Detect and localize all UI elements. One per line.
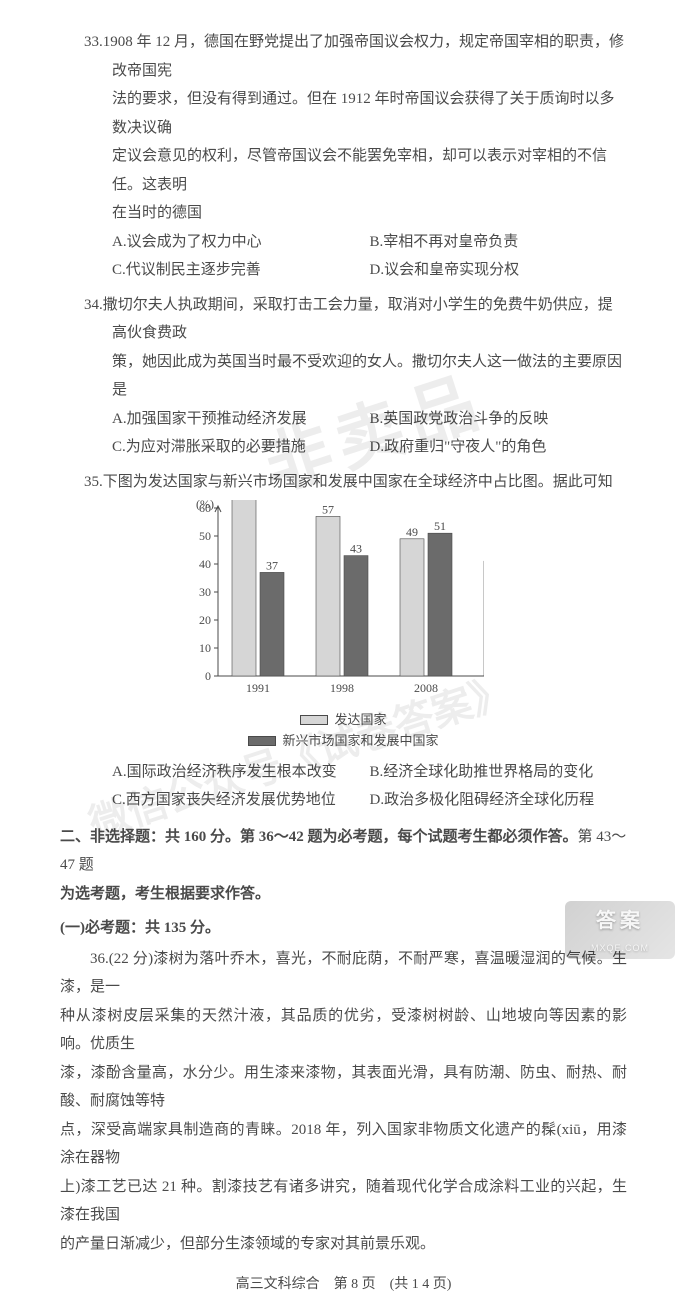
q33-stem-1: 法的要求，但没有得到通过。但在 1912 年时帝国议会获得了关于质询时以多数决议…	[60, 85, 627, 142]
q34-option-d: D.政府重归"守夜人"的角色	[370, 433, 628, 462]
svg-text:2008: 2008	[414, 681, 438, 695]
corner-badge: 答案 MXQE.COM	[565, 901, 675, 959]
q34-line1: 34.撒切尔夫人执政期间，采取打击工会力量，取消对小学生的免费牛奶供应，提高伙食…	[60, 291, 627, 348]
must-heading: (一)必考题：共 135 分。	[60, 914, 627, 943]
svg-text:40: 40	[199, 557, 211, 571]
q35-option-b: B.经济全球化助推世界格局的变化	[370, 758, 628, 787]
q33-stem-3: 在当时的德国	[60, 199, 627, 228]
q36-lead: 36.(22 分)漆树为落叶乔木，喜光，不耐庇荫，不耐严寒，喜温暖湿润的气候。生…	[60, 945, 627, 1002]
svg-text:60: 60	[199, 501, 211, 515]
legend-label-1: 新兴市场国家和发展中国家	[282, 731, 438, 752]
q36-body-2: 点，深受高端家具制造商的青睐。2018 年，列入国家非物质文化遗产的髹(xiū，…	[60, 1116, 627, 1173]
q33-option-d: D.议会和皇帝实现分权	[370, 256, 628, 285]
svg-text:30: 30	[199, 585, 211, 599]
q36-body-1: 漆，漆酚含量高，水分少。用生漆来漆物，其表面光滑，具有防潮、防虫、耐热、耐酸、耐…	[60, 1059, 627, 1116]
svg-text:50: 50	[199, 529, 211, 543]
question-35: 35.下图为发达国家与新兴市场国家和发展中国家在全球经济中占比图。据此可知 (%…	[60, 468, 627, 815]
q35-option-a: A.国际政治经济秩序发生根本改变	[112, 758, 370, 787]
q33-option-c: C.代议制民主逐步完善	[112, 256, 370, 285]
bar-chart: (%)0102030405060(年)633719915743199849512…	[184, 500, 484, 708]
q34-number: 34.	[84, 297, 103, 313]
svg-text:37: 37	[266, 558, 278, 572]
q33-stem-2: 定议会意见的权利，尽管帝国议会不能罢免宰相，却可以表示对宰相的不信任。这表明	[60, 142, 627, 199]
corner-line1: 答案	[596, 902, 644, 940]
q33-option-a: A.议会成为了权力中心	[112, 228, 370, 257]
page-footer: 高三文科综合 第 8 页 (共 1 4 页)	[60, 1272, 627, 1299]
legend-label-0: 发达国家	[334, 710, 386, 731]
q34-option-b: B.英国政党政治斗争的反映	[370, 405, 628, 434]
svg-text:51: 51	[434, 519, 446, 533]
q35-option-c: C.西方国家丧失经济发展优势地位	[112, 786, 370, 815]
q36-body-4: 的产量日渐减少，但部分生漆领域的专家对其前景乐观。	[60, 1230, 627, 1259]
q36-body-0: 种从漆树皮层采集的天然汁液，其品质的优劣，受漆树树龄、山地坡向等因素的影响。优质…	[60, 1002, 627, 1059]
q35-option-d: D.政治多极化阻碍经济全球化历程	[370, 786, 628, 815]
svg-text:20: 20	[199, 613, 211, 627]
q34-option-a: A.加强国家干预推动经济发展	[112, 405, 370, 434]
svg-text:1998: 1998	[330, 681, 354, 695]
q34-option-c: C.为应对滞胀采取的必要措施	[112, 433, 370, 462]
section-2-c: 为选考题，考生根据要求作答。	[60, 880, 627, 909]
question-33: 33.1908 年 12 月，德国在野党提出了加强帝国议会权力，规定帝国宰相的职…	[60, 28, 627, 285]
q33-stem-0: 1908 年 12 月，德国在野党提出了加强帝国议会权力，规定帝国宰相的职责，修…	[103, 34, 624, 79]
svg-text:1991: 1991	[246, 681, 270, 695]
svg-text:10: 10	[199, 641, 211, 655]
legend-swatch-1	[248, 736, 276, 746]
q33-number: 33.	[84, 34, 103, 50]
chart-container: (%)0102030405060(年)633719915743199849512…	[60, 500, 627, 752]
q33-option-b: B.宰相不再对皇帝负责	[370, 228, 628, 257]
q36-body-3: 上)漆工艺已达 21 种。割漆技艺有诸多讲究，随着现代化学合成涂料工业的兴起，生…	[60, 1173, 627, 1230]
svg-text:0: 0	[205, 669, 211, 683]
legend-row-0: 发达国家	[300, 710, 386, 731]
svg-text:49: 49	[406, 525, 418, 539]
corner-line2: MXQE.COM	[591, 940, 649, 957]
q35-line1: 35.下图为发达国家与新兴市场国家和发展中国家在全球经济中占比图。据此可知	[60, 468, 627, 497]
q33-line1: 33.1908 年 12 月，德国在野党提出了加强帝国议会权力，规定帝国宰相的职…	[60, 28, 627, 85]
chart-legend: 发达国家 新兴市场国家和发展中国家	[184, 710, 504, 752]
section-2-heading: 二、非选择题：共 160 分。第 36～42 题为必考题，每个试题考生都必须作答…	[60, 823, 627, 880]
q34-stem-1: 策，她因此成为英国当时最不受欢迎的女人。撒切尔夫人这一做法的主要原因是	[60, 348, 627, 405]
legend-swatch-0	[300, 715, 328, 725]
section-2-a: 二、非选择题：共 160 分。第 36～42 题为必考题，每个试题考生都必须作答…	[60, 829, 578, 845]
svg-text:57: 57	[322, 502, 334, 516]
svg-text:43: 43	[350, 542, 362, 556]
q34-stem-0: 撒切尔夫人执政期间，采取打击工会力量，取消对小学生的免费牛奶供应，提高伙食费政	[103, 297, 613, 342]
q35-stem: 下图为发达国家与新兴市场国家和发展中国家在全球经济中占比图。据此可知	[103, 474, 613, 490]
legend-row-1: 新兴市场国家和发展中国家	[248, 731, 438, 752]
q35-number: 35.	[84, 474, 103, 490]
question-34: 34.撒切尔夫人执政期间，采取打击工会力量，取消对小学生的免费牛奶供应，提高伙食…	[60, 291, 627, 462]
